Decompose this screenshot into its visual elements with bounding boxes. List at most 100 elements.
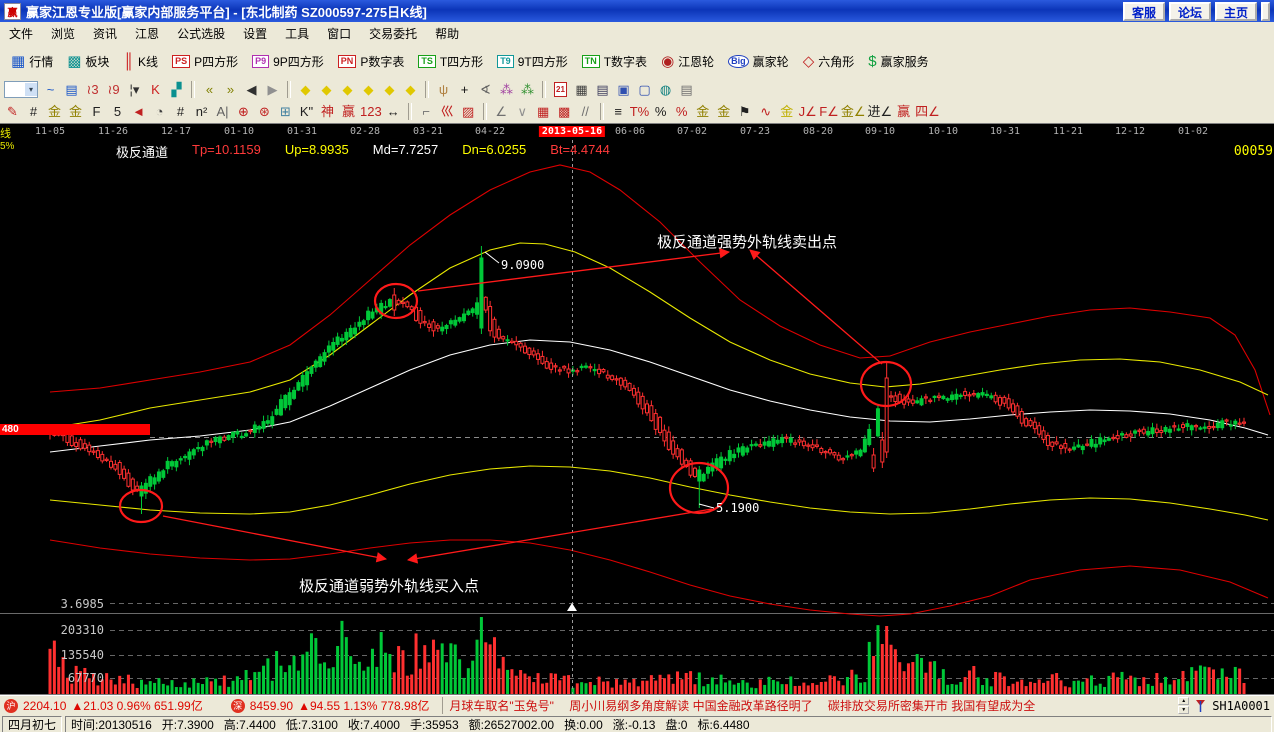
a-line-icon[interactable]: A|: [212, 102, 233, 121]
h-measure-icon[interactable]: ↔: [383, 102, 404, 121]
gold-circle-icon[interactable]: 金: [692, 102, 713, 121]
gann-circle-icon[interactable]: ⊕: [233, 102, 254, 121]
remote-pc-icon[interactable]: ▤: [676, 80, 697, 99]
menu-item-8[interactable]: 交易委托: [369, 26, 418, 41]
gold-section2-icon[interactable]: 金: [65, 102, 86, 121]
parallel-icon[interactable]: //: [575, 102, 596, 121]
menu-item-7[interactable]: 窗口: [327, 26, 352, 41]
menu-item-6[interactable]: 工具: [285, 26, 310, 41]
gold-yellow-icon[interactable]: 金: [776, 102, 797, 121]
toolbar-button-9p-square[interactable]: P9 9P四方形: [245, 50, 331, 73]
red-k-icon[interactable]: K: [145, 80, 166, 99]
ying-tool-icon[interactable]: 赢: [338, 102, 359, 121]
compress-h-icon[interactable]: ◆: [358, 80, 379, 99]
pencil-icon[interactable]: ✎: [2, 102, 23, 121]
customer-service-button[interactable]: 客服: [1122, 1, 1165, 21]
red-grid-icon[interactable]: ▦: [533, 102, 554, 121]
info-doc-icon[interactable]: ▤: [61, 80, 82, 99]
menu-item-2[interactable]: 资讯: [93, 26, 118, 41]
frame-icon[interactable]: ⌐: [416, 102, 437, 121]
prev-icon[interactable]: ◀: [241, 80, 262, 99]
calculator-icon[interactable]: ▦: [571, 80, 592, 99]
toolbar-button-t-square[interactable]: TS T四方形: [411, 50, 490, 73]
kline-chart[interactable]: 极反通道 Tp=10.1159 Up=8.9935 Md=7.7257 Dn=6…: [0, 139, 1274, 695]
fan-lines-icon[interactable]: 巛: [437, 102, 458, 121]
menu-item-0[interactable]: 文件: [9, 26, 34, 41]
star-web-icon[interactable]: ⊛: [254, 102, 275, 121]
toolbar-button-market-quotes[interactable]: ▦ 行情: [4, 50, 60, 73]
toolbar-button-winner-wheel[interactable]: Big 赢家轮: [721, 50, 796, 73]
memo-icon[interactable]: ▤: [592, 80, 613, 99]
hand-tool-icon[interactable]: ψ: [433, 80, 454, 99]
shen-icon[interactable]: 神: [317, 102, 338, 121]
ying2-icon[interactable]: 赢: [893, 102, 914, 121]
fibo-icon[interactable]: F: [86, 102, 107, 121]
si-angle-icon[interactable]: 四∠: [915, 104, 940, 119]
toolbar-button-sectors[interactable]: ▩ 板块: [60, 50, 116, 73]
next-icon[interactable]: ▶: [262, 80, 283, 99]
candle-style-icon[interactable]: ¦▾: [124, 80, 145, 99]
j-angle-icon[interactable]: J∠: [798, 104, 817, 119]
move-view-icon[interactable]: ◆: [400, 80, 421, 99]
forum-button[interactable]: 论坛: [1168, 1, 1211, 21]
grape-purple-icon[interactable]: ⁂: [496, 80, 517, 99]
jin-angle-icon[interactable]: 进∠: [867, 104, 893, 119]
toolbar-button-winner-service[interactable]: $ 赢家服务: [861, 50, 935, 73]
sine-wave-icon[interactable]: ∿: [755, 102, 776, 121]
ma3-icon[interactable]: ≀3: [82, 80, 103, 99]
menu-item-9[interactable]: 帮助: [435, 26, 460, 41]
gold-lines-icon[interactable]: 金: [713, 102, 734, 121]
save-icon[interactable]: ▣: [613, 80, 634, 99]
gold-angle-icon[interactable]: 金∠: [840, 104, 866, 119]
toolbar-button-9t-square[interactable]: T9 9T四方形: [490, 50, 575, 73]
last-page-icon[interactable]: »: [220, 80, 241, 99]
full-view-icon[interactable]: ◆: [379, 80, 400, 99]
toolbar-button-t-number-table[interactable]: TN T数字表: [575, 50, 654, 73]
n2-icon[interactable]: n²: [191, 102, 212, 121]
horn-icon[interactable]: ◄: [128, 102, 149, 121]
title-bar[interactable]: 赢 赢家江恩专业版[赢家内部服务平台] - [东北制药 SZ000597-275…: [0, 0, 1274, 22]
red-grid2-icon[interactable]: ▩: [554, 102, 575, 121]
v-dots-icon[interactable]: ∨: [512, 102, 533, 121]
cycle-icon[interactable]: ◔: [149, 102, 170, 121]
monitor-icon[interactable]: ▢: [634, 80, 655, 99]
t-percent-icon[interactable]: T%: [629, 104, 650, 119]
zoom-in-icon[interactable]: ◆: [316, 80, 337, 99]
angle-lines-icon[interactable]: ∠: [491, 102, 512, 121]
ruler123-icon[interactable]: 123: [360, 104, 382, 119]
flag-icon[interactable]: ⚑: [734, 102, 755, 121]
web-grid-icon[interactable]: ⊞: [275, 102, 296, 121]
expand-h-icon[interactable]: ◆: [337, 80, 358, 99]
gold-section-icon[interactable]: 金: [44, 102, 65, 121]
menu-item-3[interactable]: 江恩: [135, 26, 160, 41]
homepage-button[interactable]: 主页: [1214, 1, 1257, 21]
toolbar-button-p-square[interactable]: PS P四方形: [165, 50, 245, 73]
menu-item-4[interactable]: 公式选股: [177, 26, 226, 41]
network-icon[interactable]: ◍: [655, 80, 676, 99]
calendar-icon[interactable]: 21: [550, 80, 571, 99]
f-angle-icon[interactable]: F∠: [819, 104, 839, 119]
toolbar-button-hexagon[interactable]: ◇ 六角形: [796, 50, 862, 73]
trend-line-icon[interactable]: ~: [40, 80, 61, 99]
price-scale-icon[interactable]: ≡: [608, 102, 629, 121]
angle-tool-icon[interactable]: ∢: [475, 80, 496, 99]
volume-style-icon[interactable]: ▞: [166, 80, 187, 99]
spinner-up-button[interactable]: ▲: [1178, 697, 1190, 705]
menu-item-5[interactable]: 设置: [243, 26, 268, 41]
menu-item-1[interactable]: 浏览: [51, 26, 76, 41]
gann-grid-icon[interactable]: #: [23, 102, 44, 121]
toolbar-button-gann-wheel[interactable]: ◉ 江恩轮: [654, 50, 721, 73]
bars-hash-icon[interactable]: #: [170, 102, 191, 121]
hatch-box-icon[interactable]: ▨: [458, 102, 479, 121]
percent-line-icon[interactable]: %: [671, 102, 692, 121]
spiral5-icon[interactable]: 5: [107, 102, 128, 121]
toolbar-button-kline[interactable]: ║ K线: [116, 50, 165, 73]
grape-green-icon[interactable]: ⁂: [517, 80, 538, 99]
spinner-down-button[interactable]: ▼: [1178, 706, 1190, 714]
first-page-icon[interactable]: «: [199, 80, 220, 99]
crosshair-tool-icon[interactable]: +: [454, 80, 475, 99]
zoom-out-icon[interactable]: ◆: [295, 80, 316, 99]
toolbar-button-p-number-table[interactable]: PN P数字表: [331, 50, 412, 73]
window-edge-button[interactable]: [1261, 1, 1270, 21]
period-select[interactable]: ▾: [4, 80, 38, 98]
